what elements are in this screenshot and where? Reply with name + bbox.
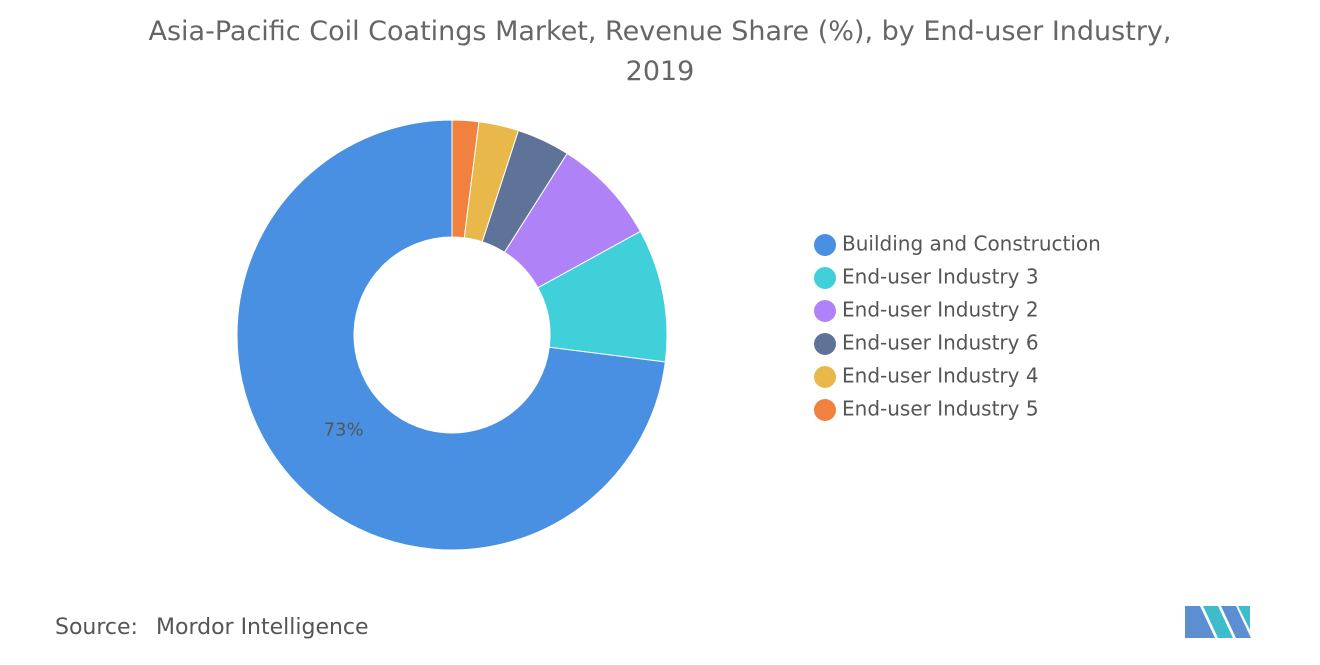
- legend-label: End-user Industry 6: [842, 331, 1039, 355]
- legend-label: Building and Construction: [842, 232, 1101, 256]
- legend-swatch: [814, 399, 836, 421]
- legend-swatch: [814, 300, 836, 322]
- logo: [1185, 606, 1251, 638]
- donut-slice: [236, 119, 666, 551]
- legend-swatch: [814, 366, 836, 388]
- chart-title: Asia-Pacific Coil Coatings Market, Reven…: [148, 16, 1172, 87]
- legend-label: End-user Industry 5: [842, 397, 1039, 421]
- legend-swatch: [814, 333, 836, 355]
- legend-label: End-user Industry 3: [842, 265, 1039, 289]
- legend-label: End-user Industry 4: [842, 364, 1039, 388]
- legend-swatch: [814, 234, 836, 256]
- data-label: 73%: [324, 420, 364, 441]
- legend-label: End-user Industry 2: [842, 298, 1039, 322]
- source-label: Source:: [55, 615, 138, 640]
- source-text: Mordor Intelligence: [156, 615, 369, 640]
- legend-swatch: [814, 267, 836, 289]
